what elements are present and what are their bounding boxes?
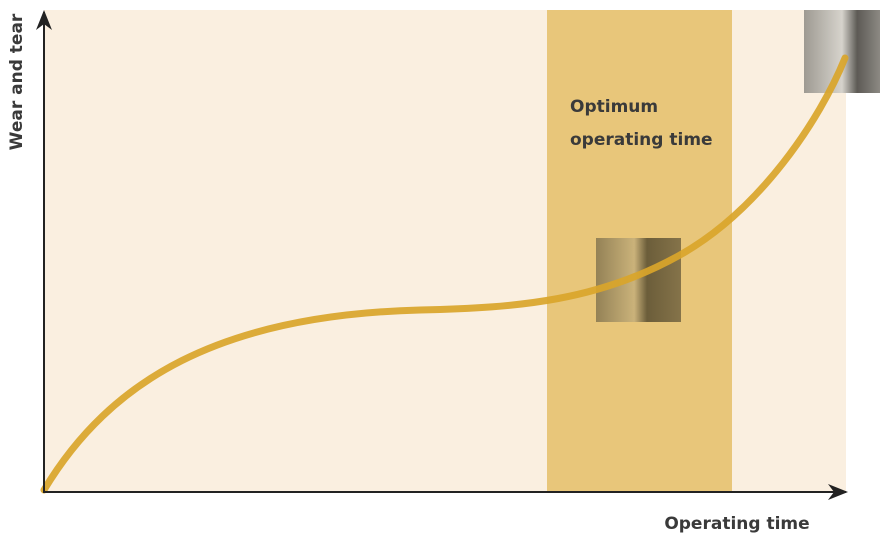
x-axis-label: Operating time (664, 514, 809, 534)
wear-curve (40, 54, 849, 494)
band-label-line-2: operating time (570, 130, 713, 150)
worn-photo (804, 10, 880, 93)
y-axis-label: Wear and tear (7, 13, 27, 150)
wear-photo (596, 238, 681, 322)
band-label-line-1: Optimum (570, 97, 658, 117)
